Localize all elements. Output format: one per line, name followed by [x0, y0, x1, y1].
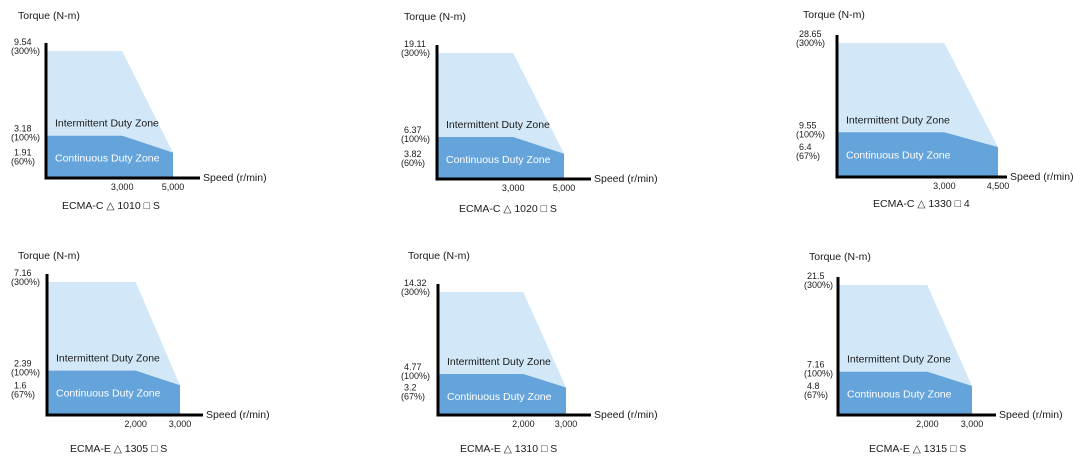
y-axis-label: Torque (N-m) [408, 250, 470, 262]
x-tick-label: 2,000 [512, 419, 535, 429]
x-tick-label: 5,000 [162, 182, 185, 192]
x-tick-label: 4,500 [987, 181, 1010, 191]
intermittent-zone-label: Intermittent Duty Zone [55, 118, 159, 130]
y-tick-percent-label: (60%) [401, 158, 425, 168]
y-tick-percent-label: (300%) [11, 46, 40, 56]
torque-chart-1: Intermittent Duty Zone Continuous Duty Zo… [11, 10, 267, 212]
y-tick-percent-label: (300%) [401, 48, 430, 58]
torque-chart-6: Intermittent Duty Zone Continuous Duty Zo… [804, 251, 1063, 455]
x-tick-label: 2,000 [916, 419, 939, 429]
intermittent-zone-label: Intermittent Duty Zone [447, 356, 551, 368]
x-tick-label: 5,000 [553, 183, 576, 193]
y-tick-percent-label: (100%) [11, 368, 40, 378]
y-tick-percent-label: (67%) [11, 389, 35, 399]
y-tick-percent-label: (100%) [804, 369, 833, 379]
y-axis-label: Torque (N-m) [18, 250, 80, 262]
intermittent-zone-label: Intermittent Duty Zone [847, 354, 951, 366]
continuous-zone-label: Continuous Duty Zone [847, 389, 952, 401]
x-tick-label: 3,000 [169, 419, 192, 429]
intermittent-zone-label: Intermittent Duty Zone [846, 114, 950, 126]
x-tick-label: 2,000 [124, 419, 147, 429]
continuous-zone-label: Continuous Duty Zone [846, 149, 951, 161]
y-tick-percent-label: (67%) [401, 392, 425, 402]
continuous-zone-label: Continuous Duty Zone [447, 391, 552, 403]
x-axis-label: Speed (r/min) [203, 172, 267, 184]
y-tick-percent-label: (60%) [11, 157, 35, 167]
y-tick-percent-label: (300%) [804, 280, 833, 290]
torque-chart-4: Intermittent Duty Zone Continuous Duty Zo… [11, 250, 270, 455]
intermittent-zone-label: Intermittent Duty Zone [56, 353, 160, 365]
y-tick-percent-label: (100%) [796, 129, 825, 139]
y-axis-label: Torque (N-m) [404, 11, 466, 23]
x-tick-label: 3,000 [933, 181, 956, 191]
model-title: ECMA-C △ 1330 □ 4 [873, 198, 970, 210]
y-axis-label: Torque (N-m) [18, 10, 80, 22]
model-title: ECMA-E △ 1305 □ S [70, 443, 167, 455]
torque-chart-5: Intermittent Duty Zone Continuous Duty Zo… [401, 250, 658, 455]
x-axis-label: Speed (r/min) [999, 409, 1063, 421]
x-axis-label: Speed (r/min) [206, 409, 270, 421]
y-tick-percent-label: (67%) [804, 390, 828, 400]
continuous-zone-label: Continuous Duty Zone [446, 154, 551, 166]
y-tick-percent-label: (300%) [796, 38, 825, 48]
y-tick-percent-label: (300%) [11, 277, 40, 287]
y-tick-percent-label: (100%) [401, 134, 430, 144]
x-tick-label: 3,000 [555, 419, 578, 429]
x-axis-label: Speed (r/min) [594, 173, 658, 185]
y-axis-label: Torque (N-m) [809, 251, 871, 263]
model-title: ECMA-C △ 1010 □ S [62, 200, 160, 212]
model-title: ECMA-E △ 1310 □ S [460, 443, 557, 455]
x-tick-label: 3,000 [961, 419, 984, 429]
x-tick-label: 3,000 [502, 183, 525, 193]
y-tick-percent-label: (100%) [401, 371, 430, 381]
continuous-zone-label: Continuous Duty Zone [56, 388, 161, 400]
torque-chart-2: Intermittent Duty Zone Continuous Duty Zo… [401, 11, 658, 215]
x-tick-label: 3,000 [111, 182, 134, 192]
y-tick-percent-label: (300%) [401, 287, 430, 297]
x-axis-label: Speed (r/min) [1010, 171, 1073, 183]
y-axis-label: Torque (N-m) [803, 9, 865, 21]
model-title: ECMA-C △ 1020 □ S [459, 203, 557, 215]
intermittent-zone-label: Intermittent Duty Zone [446, 119, 550, 131]
continuous-zone-label: Continuous Duty Zone [55, 153, 160, 165]
y-tick-percent-label: (100%) [11, 133, 40, 143]
model-title: ECMA-E △ 1315 □ S [869, 443, 966, 455]
torque-chart-3: Intermittent Duty Zone Continuous Duty Zo… [796, 9, 1073, 210]
y-tick-percent-label: (67%) [796, 151, 820, 161]
x-axis-label: Speed (r/min) [594, 409, 658, 421]
